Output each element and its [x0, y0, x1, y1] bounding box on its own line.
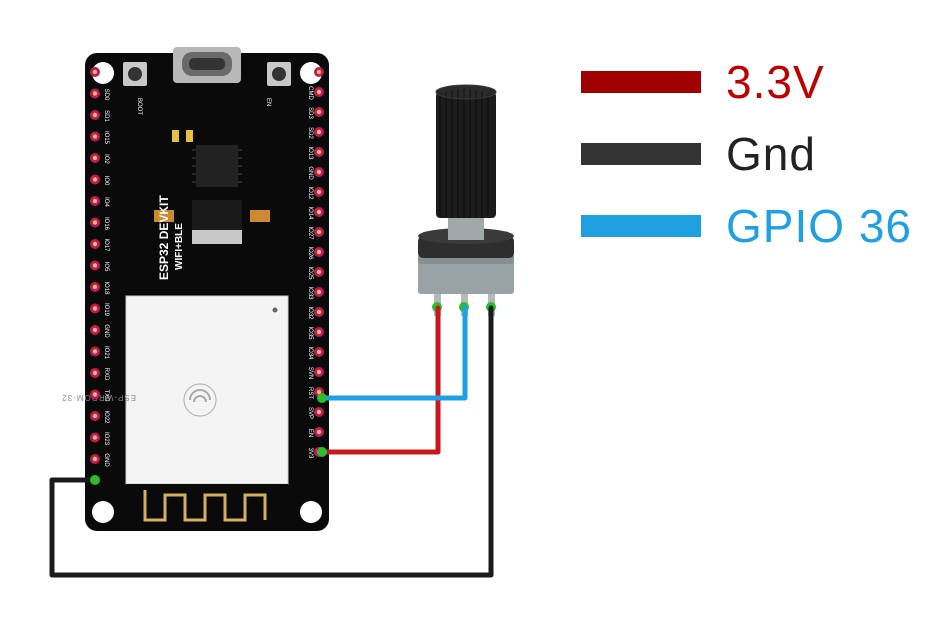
- svg-text:IO34: IO34: [307, 346, 313, 360]
- wire-blue: [322, 308, 465, 398]
- usb-port: [173, 47, 241, 83]
- svg-text:5V: 5V: [307, 69, 313, 76]
- svg-text:SD1: SD1: [103, 110, 109, 122]
- legend-swatch: [581, 143, 701, 165]
- svg-text:RST: RST: [307, 387, 313, 399]
- svg-text:IO2: IO2: [103, 154, 109, 164]
- antenna: [126, 484, 288, 526]
- svg-text:SCK: SCK: [103, 67, 109, 79]
- board-label-sub: WIFI+BLE: [174, 223, 185, 270]
- svg-text:IO27: IO27: [307, 226, 313, 240]
- svg-text:IO18: IO18: [103, 281, 109, 295]
- svg-text:GND: GND: [307, 166, 313, 180]
- svg-text:IO22: IO22: [103, 410, 109, 424]
- svg-text:IO17: IO17: [103, 238, 109, 252]
- svg-text:SVP: SVP: [307, 407, 313, 419]
- svg-text:IO15: IO15: [103, 131, 109, 145]
- legend-swatch: [581, 215, 701, 237]
- svg-text:GND: GND: [103, 453, 109, 467]
- svg-text:SD3: SD3: [307, 107, 313, 119]
- legend-label: GPIO 36: [726, 199, 912, 253]
- svg-text:SD0: SD0: [103, 89, 109, 101]
- svg-text:IO19: IO19: [103, 303, 109, 317]
- legend-label: 3.3V: [726, 55, 825, 109]
- svg-text:IO4: IO4: [103, 197, 109, 207]
- svg-text:IO25: IO25: [307, 266, 313, 280]
- svg-text:IO26: IO26: [307, 246, 313, 260]
- svg-text:SD2: SD2: [307, 127, 313, 139]
- svg-text:BOOT: BOOT: [136, 98, 142, 115]
- svg-text:IO0: IO0: [103, 176, 109, 186]
- svg-text:IO33: IO33: [307, 286, 313, 300]
- svg-text:IO12: IO12: [307, 186, 313, 200]
- svg-text:CMD: CMD: [307, 86, 313, 100]
- svg-text:RXD: RXD: [103, 368, 109, 381]
- svg-text:IO21: IO21: [103, 346, 109, 360]
- svg-text:GND: GND: [103, 324, 109, 338]
- esp32-board: BOOT EN ESP-WROOM-32: [61, 47, 329, 531]
- wire-red: [322, 308, 438, 452]
- pot-knob: [436, 85, 496, 218]
- svg-text:SVN: SVN: [307, 367, 313, 379]
- svg-text:IO14: IO14: [307, 206, 313, 220]
- svg-text:IO35: IO35: [307, 326, 313, 340]
- svg-text:IO23: IO23: [103, 432, 109, 446]
- legend-swatch: [581, 71, 701, 93]
- legend-row: 3.3V: [581, 55, 912, 109]
- svg-text:IO13: IO13: [307, 146, 313, 160]
- svg-text:TXD: TXD: [103, 390, 109, 403]
- potentiometer: [418, 85, 514, 316]
- board-label-main: ESP32 DEVKIT: [157, 195, 171, 280]
- svg-text:IO5: IO5: [103, 262, 109, 272]
- legend-label: Gnd: [726, 127, 816, 181]
- legend: 3.3V Gnd GPIO 36: [581, 55, 912, 271]
- svg-text:IO32: IO32: [307, 306, 313, 320]
- svg-text:EN: EN: [307, 429, 313, 437]
- svg-text:EN: EN: [265, 98, 271, 106]
- legend-row: GPIO 36: [581, 199, 912, 253]
- legend-row: Gnd: [581, 127, 912, 181]
- svg-text:3V3: 3V3: [307, 448, 313, 459]
- svg-text:IO16: IO16: [103, 217, 109, 231]
